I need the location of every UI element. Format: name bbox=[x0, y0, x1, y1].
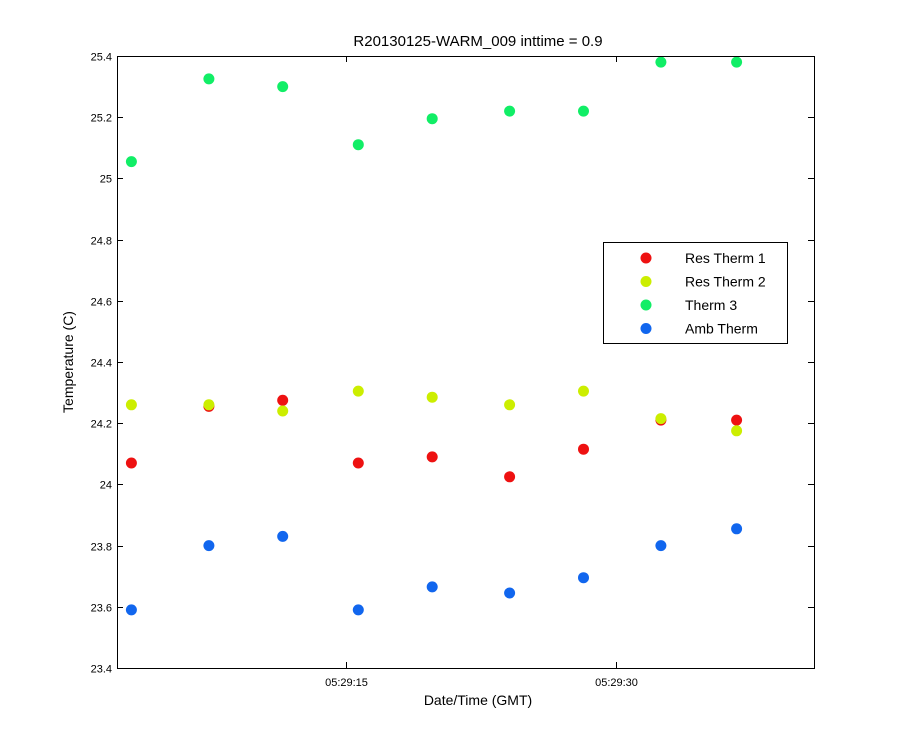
point-amb-therm bbox=[203, 540, 215, 552]
point-res-therm-1 bbox=[731, 414, 743, 426]
y-tick-label: 24 bbox=[100, 480, 112, 492]
y-tick-label: 25 bbox=[100, 174, 112, 186]
point-res-therm-2 bbox=[352, 385, 364, 397]
y-tick-label: 24.2 bbox=[91, 419, 112, 431]
point-res-therm-1 bbox=[578, 443, 589, 455]
y-axis: 23.4 23.6 23.8 24 24.2 24.4 24.6 24.8 25 25.2 25.4 bbox=[91, 52, 814, 676]
point-res-therm-2 bbox=[655, 413, 667, 425]
x-axis-label: Date/Time (GMT) bbox=[424, 692, 532, 708]
legend: Res Therm 1 Res Therm 2 Therm 3 Amb Therm bbox=[603, 242, 788, 344]
y-tick-label: 23.4 bbox=[91, 664, 112, 676]
point-res-therm-1 bbox=[426, 451, 438, 463]
point-therm-3 bbox=[125, 156, 137, 168]
point-res-therm-2 bbox=[277, 405, 289, 417]
point-amb-therm bbox=[125, 604, 137, 616]
x-axis: 05:29:15 05:29:30 bbox=[325, 56, 638, 689]
point-therm-3 bbox=[504, 105, 516, 117]
plot-frame bbox=[117, 56, 815, 669]
point-amb-therm bbox=[655, 540, 667, 552]
y-tick-label: 24.4 bbox=[91, 358, 112, 370]
point-res-therm-2 bbox=[578, 385, 589, 397]
y-axis-label: Temperature (C) bbox=[60, 311, 76, 413]
y-tick-label: 25.2 bbox=[91, 113, 112, 125]
point-therm-3 bbox=[655, 56, 667, 68]
legend-label-amb-therm: Amb Therm bbox=[685, 321, 758, 337]
point-therm-3 bbox=[426, 113, 438, 125]
point-amb-therm bbox=[731, 523, 743, 535]
point-res-therm-1 bbox=[352, 457, 364, 469]
point-amb-therm bbox=[277, 530, 289, 542]
point-res-therm-2 bbox=[504, 399, 516, 411]
chart-title: R20130125-WARM_009 inttime = 0.9 bbox=[353, 33, 602, 50]
x-tick-label: 05:29:15 bbox=[325, 677, 368, 689]
point-therm-3 bbox=[352, 139, 364, 151]
point-therm-3 bbox=[731, 56, 743, 68]
legend-marker-res-therm-2 bbox=[640, 276, 652, 287]
legend-marker-therm-3 bbox=[640, 299, 652, 311]
legend-box bbox=[603, 242, 788, 344]
point-res-therm-1 bbox=[504, 471, 516, 483]
point-therm-3 bbox=[578, 105, 589, 117]
point-therm-3 bbox=[277, 81, 289, 93]
legend-label-res-therm-2: Res Therm 2 bbox=[685, 274, 766, 290]
point-res-therm-2 bbox=[203, 399, 215, 411]
data-points bbox=[125, 56, 743, 616]
legend-marker-res-therm-1 bbox=[640, 252, 652, 264]
point-amb-therm bbox=[578, 572, 589, 584]
legend-label-res-therm-1: Res Therm 1 bbox=[685, 250, 766, 266]
y-tick-label: 23.8 bbox=[91, 542, 112, 554]
plot-area bbox=[117, 56, 814, 668]
point-res-therm-1 bbox=[125, 457, 137, 469]
point-amb-therm bbox=[352, 604, 364, 616]
y-tick-label: 25.4 bbox=[91, 52, 112, 64]
point-res-therm-1 bbox=[277, 394, 289, 406]
point-therm-3 bbox=[203, 73, 215, 85]
y-tick-label: 24.8 bbox=[91, 236, 112, 248]
x-tick-label: 05:29:30 bbox=[595, 677, 638, 689]
legend-marker-amb-therm bbox=[640, 323, 652, 334]
legend-label-therm-3: Therm 3 bbox=[685, 297, 737, 313]
y-tick-label: 23.6 bbox=[91, 603, 112, 615]
point-amb-therm bbox=[426, 581, 438, 593]
y-tick-label: 24.6 bbox=[91, 297, 112, 309]
point-amb-therm bbox=[504, 587, 516, 599]
point-res-therm-2 bbox=[426, 391, 438, 403]
point-res-therm-2 bbox=[125, 399, 137, 411]
point-res-therm-2 bbox=[731, 425, 743, 437]
